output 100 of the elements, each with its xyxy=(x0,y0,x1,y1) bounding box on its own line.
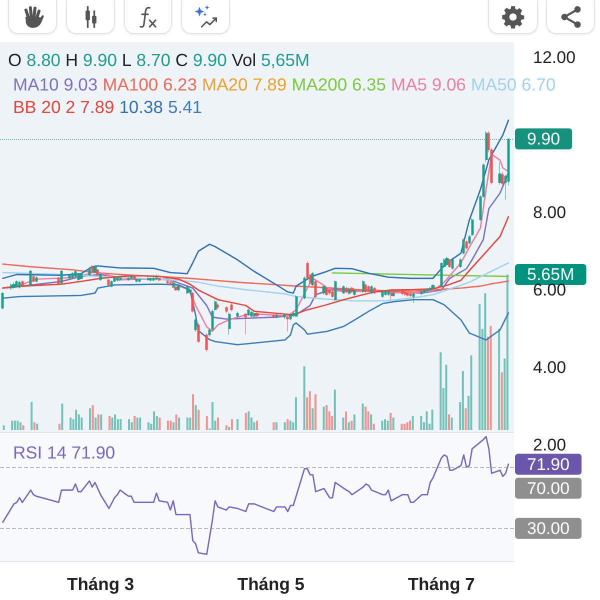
candlestick xyxy=(314,280,317,298)
ref-line-label: 30.00 xyxy=(527,518,570,538)
line-series xyxy=(2,262,510,302)
candlestick xyxy=(194,318,197,332)
candlestick xyxy=(303,276,306,300)
bar xyxy=(284,422,286,430)
bar xyxy=(470,355,472,430)
series-label: RSI 14 71.90 xyxy=(13,442,116,462)
bar xyxy=(308,391,311,430)
bar xyxy=(78,414,80,430)
bar xyxy=(464,408,467,430)
line-series xyxy=(2,216,510,316)
bar xyxy=(362,404,364,430)
candlestick xyxy=(384,290,387,296)
candlestick xyxy=(169,281,172,286)
candlestick xyxy=(253,312,256,318)
candlestick xyxy=(57,276,60,286)
bar xyxy=(409,420,412,430)
candlestick xyxy=(247,308,250,316)
candlestick xyxy=(325,287,328,296)
bar xyxy=(16,420,19,430)
function-button[interactable] xyxy=(124,0,172,34)
candlestick xyxy=(15,280,18,288)
text: MA100 6.23 xyxy=(102,74,198,94)
bar xyxy=(303,366,306,430)
hand-button[interactable] xyxy=(8,0,57,34)
candlestick xyxy=(68,273,71,280)
candlestick xyxy=(364,284,367,293)
bar xyxy=(412,416,414,430)
candlestick xyxy=(423,288,426,294)
candlestick xyxy=(177,284,180,292)
bar xyxy=(147,422,150,430)
candlestick xyxy=(197,322,200,343)
bar xyxy=(211,402,214,430)
text: MA50 6.70 xyxy=(470,74,556,94)
candlestick xyxy=(110,280,113,288)
candlestick xyxy=(216,302,219,310)
sparkle-chart-button[interactable] xyxy=(181,0,230,34)
candlestick xyxy=(119,276,122,282)
candlestick xyxy=(71,272,74,279)
candlestick xyxy=(367,285,370,292)
candlestick xyxy=(32,274,35,282)
candlestick xyxy=(328,288,331,295)
bar xyxy=(289,420,292,430)
bar xyxy=(350,420,353,430)
candlestick xyxy=(228,312,231,335)
bar xyxy=(75,410,78,430)
bar xyxy=(192,394,194,430)
candlestick xyxy=(498,162,502,185)
candlestick xyxy=(191,292,194,313)
candlestick xyxy=(77,273,80,281)
bar xyxy=(403,424,406,430)
candlestick xyxy=(485,130,488,162)
bar xyxy=(170,420,172,430)
candlestick xyxy=(448,258,451,268)
candlestick xyxy=(345,286,348,294)
text: MA10 9.03 xyxy=(13,74,98,94)
candlestick xyxy=(404,291,407,296)
share-button[interactable] xyxy=(546,0,595,34)
bar xyxy=(490,326,492,430)
bar xyxy=(372,424,375,430)
bar xyxy=(94,418,97,430)
candlestick xyxy=(99,273,102,281)
bar xyxy=(136,418,138,430)
bar xyxy=(431,410,434,430)
candlestick xyxy=(166,280,169,284)
bar xyxy=(322,406,325,430)
x-tick-label: Tháng 7 xyxy=(408,574,475,594)
candlestick xyxy=(348,287,351,295)
candlestick xyxy=(10,283,13,290)
candlestick xyxy=(342,285,345,294)
bar xyxy=(228,426,230,430)
bar xyxy=(128,419,130,430)
bar xyxy=(189,418,192,430)
bar xyxy=(381,420,384,430)
candlestick-button[interactable] xyxy=(66,0,115,34)
candlestick xyxy=(387,290,390,296)
bar xyxy=(11,420,14,430)
bar xyxy=(364,406,367,430)
candlestick xyxy=(174,286,178,292)
bar xyxy=(114,414,116,430)
bar xyxy=(390,412,392,430)
candlestick xyxy=(362,280,365,294)
settings-button[interactable] xyxy=(488,0,538,34)
candlestick xyxy=(250,310,253,318)
candlestick xyxy=(135,278,138,282)
bar xyxy=(97,414,100,430)
bar xyxy=(462,370,464,430)
bar xyxy=(478,304,481,430)
line-series xyxy=(2,154,510,332)
bar xyxy=(100,414,102,430)
candlestick xyxy=(322,285,326,295)
bar xyxy=(19,422,22,430)
candlestick xyxy=(334,280,337,302)
bar xyxy=(175,414,178,430)
legend-label: MA20 7.89 xyxy=(202,74,287,94)
bar xyxy=(248,411,250,430)
text: 5.41 xyxy=(168,96,202,117)
candlestick xyxy=(236,311,239,318)
candlestick xyxy=(12,282,16,290)
